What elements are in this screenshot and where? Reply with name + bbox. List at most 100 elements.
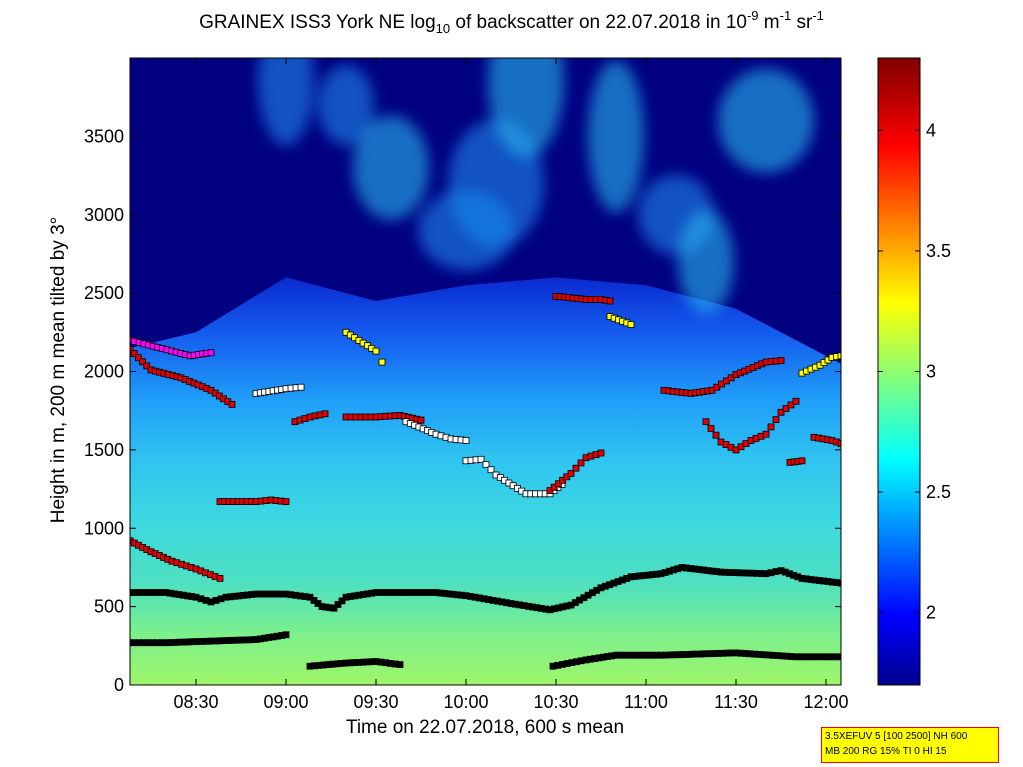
- colorbar-tick-label: 3.5: [926, 241, 951, 261]
- layer-markers: [130, 292, 841, 670]
- x-tick-label: 10:00: [443, 692, 488, 712]
- aerosol-layer: [130, 277, 841, 685]
- x-tick-label: 09:00: [263, 692, 308, 712]
- cloud-patch: [588, 60, 644, 213]
- title-exponent-3: -1: [812, 8, 824, 23]
- x-tick-label: 09:30: [353, 692, 398, 712]
- info-line-1: 3.5XEFUV 5 [100 2500] NH 600: [825, 731, 968, 742]
- layer-marker: [130, 350, 138, 358]
- layer-marker: [798, 457, 806, 465]
- layer-marker: [777, 357, 785, 364]
- upper-cloud-patches: [258, 58, 814, 314]
- x-tick-label: 08:30: [173, 692, 218, 712]
- layer-marker: [143, 362, 151, 370]
- layer-marker: [606, 297, 614, 305]
- title-text-middle: of backscatter on 22.07.2018 in 10: [450, 12, 747, 33]
- layer-marker: [216, 575, 224, 582]
- x-tick-label: 12:00: [803, 692, 848, 712]
- layer-marker: [417, 416, 425, 424]
- cloud-patch: [353, 115, 429, 220]
- y-tick-label: 2500: [84, 283, 124, 303]
- layer-marker: [792, 397, 800, 405]
- cloud-patch: [318, 65, 374, 146]
- layer-marker: [297, 383, 305, 391]
- title-exponent-1: -9: [746, 8, 759, 23]
- layer-marker: [321, 410, 329, 418]
- title-exponent-2: -1: [779, 8, 792, 23]
- layer-marker: [772, 416, 780, 424]
- colorbar-gradient: [878, 58, 920, 685]
- layer-marker: [787, 401, 795, 409]
- layer-marker: [777, 408, 785, 416]
- y-tick-label: 3500: [84, 126, 124, 146]
- layer-marker: [837, 579, 841, 587]
- y-tick-label: 500: [94, 597, 124, 617]
- x-axis-label: Time on 22.07.2018, 600 s mean: [346, 717, 624, 738]
- layer-marker: [139, 358, 147, 366]
- colorbar-ticks: 2 2.5 3 3.5 4: [878, 120, 951, 623]
- layer-marker: [372, 347, 380, 355]
- title-unit-sr: sr: [791, 12, 813, 33]
- cloud-patch: [258, 58, 314, 146]
- layer-marker: [134, 354, 142, 362]
- plot-area: [129, 57, 842, 686]
- cloud-patch: [718, 68, 814, 173]
- cloud-patch: [488, 58, 564, 158]
- y-axis-label: Height in m, 200 m mean tilted by 3°: [48, 217, 69, 523]
- layer-marker: [282, 631, 290, 639]
- layer-marker: [712, 431, 720, 439]
- layer-marker: [762, 430, 770, 438]
- layer-marker: [482, 461, 490, 468]
- layer-marker: [487, 466, 495, 474]
- layer-marker: [228, 400, 236, 408]
- cloud-patch: [418, 190, 514, 271]
- colorbar-tick-label: 4: [926, 120, 936, 140]
- title-text: GRAINEX ISS3 York NE log: [199, 12, 436, 33]
- y-tick-label: 1500: [84, 440, 124, 460]
- layer-marker: [782, 405, 790, 413]
- y-tick-label: 1000: [84, 518, 124, 538]
- layer-marker: [767, 423, 775, 431]
- info-line-2: MB 200 RG 15% TI 0 HI 15: [825, 746, 947, 757]
- x-tick-label: 11:30: [714, 692, 758, 712]
- cloud-patch: [678, 209, 734, 314]
- layer-marker: [477, 455, 485, 463]
- colorbar: 2 2.5 3 3.5 4: [877, 57, 951, 686]
- title-unit-m: m: [758, 12, 780, 33]
- colorbar-tick-label: 2: [926, 603, 936, 623]
- y-tick-label: 3000: [84, 205, 124, 225]
- layer-marker: [130, 346, 134, 354]
- layer-marker: [577, 459, 585, 467]
- layer-marker: [567, 469, 575, 477]
- layer-marker: [559, 476, 566, 484]
- layer-marker: [837, 653, 841, 661]
- y-tick-label: 0: [114, 675, 124, 695]
- layer-marker: [572, 464, 580, 472]
- layer-marker: [702, 418, 710, 426]
- layer-marker: [837, 440, 841, 448]
- layer-marker: [837, 352, 841, 360]
- layer-marker: [330, 604, 338, 612]
- layer-marker: [597, 449, 605, 457]
- layer-marker: [555, 480, 562, 488]
- x-tick-label: 11:00: [624, 692, 668, 712]
- layer-marker: [707, 425, 715, 432]
- layer-marker: [282, 498, 290, 506]
- colorbar-tick-label: 2.5: [926, 482, 951, 502]
- layer-marker: [627, 321, 635, 328]
- y-tick-label: 2000: [84, 362, 124, 382]
- chart-title: GRAINEX ISS3 York NE log10 of backscatte…: [0, 8, 1023, 36]
- x-tick-label: 10:30: [533, 692, 578, 712]
- y-axis: 0 500 1000 1500 2000 2500 3000 3500: [84, 126, 841, 695]
- title-subscript: 10: [435, 21, 451, 36]
- layer-marker: [378, 358, 386, 366]
- layer-marker: [396, 661, 404, 668]
- layer-marker: [462, 437, 470, 444]
- colorbar-tick-label: 3: [926, 362, 936, 382]
- x-axis: 08:30 09:00 09:30 10:00 10:30 11:00 11:30 12:00: [173, 58, 849, 712]
- layer-marker: [338, 597, 346, 605]
- layer-marker: [207, 349, 215, 357]
- settings-info-box: 3.5XEFUV 5 [100 2500] NH 600 MB 200 RG 1…: [821, 727, 999, 763]
- layer-marker: [550, 483, 558, 491]
